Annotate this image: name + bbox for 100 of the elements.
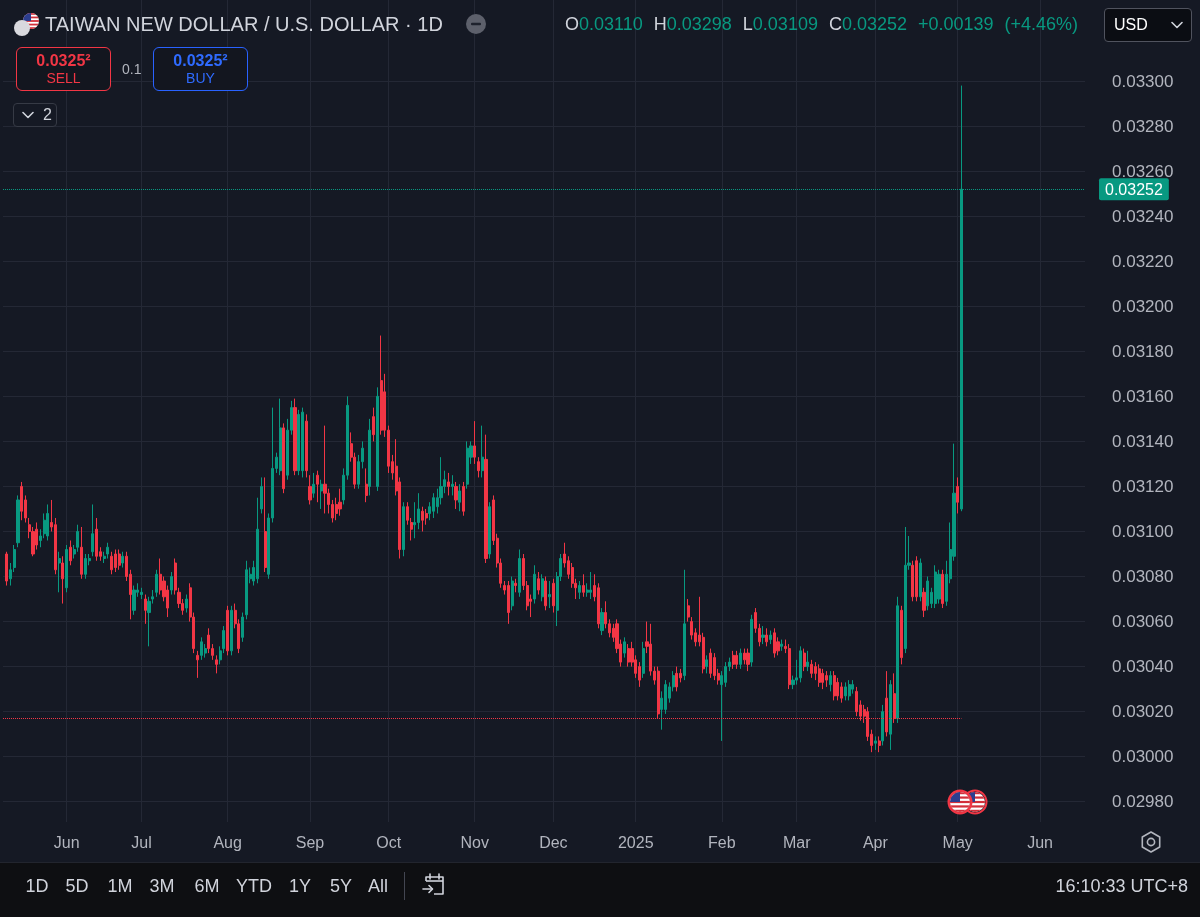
candlestick (761, 625, 765, 645)
candlestick (878, 735, 881, 753)
candlestick (380, 335, 383, 436)
y-tick-label: 0.03200 (1112, 296, 1174, 316)
x-tick-label: Oct (376, 833, 402, 851)
candlestick (537, 571, 540, 596)
candlestick (484, 434, 488, 564)
candlestick (544, 576, 547, 611)
candlestick (481, 425, 484, 478)
candlestick (20, 481, 23, 521)
y-tick-label: 0.03160 (1112, 386, 1174, 406)
candlestick (840, 681, 843, 704)
sell-button: 0.0325² SELL (16, 47, 111, 91)
candlestick (451, 474, 454, 496)
candlestick (421, 506, 424, 532)
candlestick (934, 564, 937, 609)
candlestick (533, 564, 536, 605)
candlestick (578, 580, 581, 600)
candlestick (675, 666, 678, 692)
candlestick (69, 539, 72, 566)
y-tick-label: 0.03060 (1112, 612, 1174, 632)
candlestick (91, 503, 94, 557)
candlestick (106, 542, 109, 560)
x-tick-label: Apr (862, 833, 889, 851)
candlestick (922, 587, 926, 618)
candlestick (769, 630, 772, 645)
candlestick (788, 643, 791, 690)
candlestick (705, 654, 708, 674)
candlestick (462, 481, 465, 517)
candlestick (365, 467, 368, 503)
candlestick (941, 569, 944, 609)
candlestick (80, 526, 83, 580)
candlestick (256, 497, 259, 584)
candlestick (799, 645, 802, 683)
candlestick (627, 643, 630, 668)
candlestick (466, 440, 469, 490)
candlestick (896, 596, 899, 724)
candlestick (320, 479, 323, 510)
candlestick (301, 407, 304, 478)
candlestick (735, 650, 738, 670)
candlestick (196, 650, 199, 679)
candlestick (541, 573, 544, 602)
y-tick-label: 0.02980 (1112, 792, 1174, 812)
candlestick (144, 594, 147, 625)
candlestick (368, 418, 371, 496)
candlestick (825, 670, 828, 688)
text: 6M (194, 876, 220, 896)
text: 16:10:33 UTC+8 (1055, 876, 1188, 896)
candlestick (132, 585, 136, 616)
candlestick (230, 605, 233, 656)
candlestick (170, 571, 173, 596)
x-tick-label: Dec (539, 833, 568, 851)
y-tick-label: 0.03260 (1112, 161, 1174, 181)
candlestick (739, 648, 742, 670)
candlestick (155, 569, 158, 598)
y-tick-label: 0.03040 (1112, 657, 1174, 677)
x-tick-label: Nov (460, 833, 489, 851)
annotation: 0.0325² (36, 52, 91, 70)
y-tick-label: 0.03120 (1112, 476, 1174, 496)
text: YTD (236, 876, 272, 896)
candlestick (305, 413, 308, 478)
candlestick (121, 551, 124, 569)
candlestick (488, 501, 491, 560)
candlestick (46, 503, 49, 541)
candlestick (118, 549, 121, 571)
candlestick (293, 398, 297, 476)
ref-line-label: 0.03252 (1105, 180, 1163, 198)
y-tick-label: 0.03280 (1112, 116, 1174, 136)
y-tick-label: 0.03180 (1112, 341, 1174, 361)
x-tick-label: Sep (295, 833, 325, 851)
candlestick (372, 407, 375, 442)
currency-dropdown: USD (1104, 8, 1192, 42)
candlestick (323, 425, 327, 514)
candlestick (709, 648, 712, 679)
candlestick (264, 476, 267, 573)
y-tick-label: 0.03140 (1112, 431, 1174, 451)
candlestick (810, 659, 813, 679)
candlestick (308, 474, 312, 505)
candlestick (818, 663, 821, 688)
x-tick-label: Jun (53, 833, 80, 851)
candlestick (589, 571, 592, 600)
x-tick-label: Feb (708, 833, 736, 851)
candlestick (518, 549, 521, 598)
candlestick (245, 560, 248, 620)
candlestick (447, 472, 450, 496)
x-tick-label: Jul (131, 833, 152, 851)
candlestick (458, 483, 461, 512)
candlestick (316, 470, 319, 503)
y-tick-label: 0.03300 (1112, 71, 1174, 91)
candlestick (900, 605, 903, 665)
text: O0.03110 H0.03298 L0.03109 C0.03252 +0.00139 (+4.46%) (565, 14, 1079, 34)
candlestick (848, 679, 851, 701)
y-tick-label: 0.03080 (1112, 567, 1174, 587)
candlestick (200, 636, 203, 661)
candlestick (84, 553, 87, 580)
candlestick (746, 648, 750, 672)
candlestick (926, 576, 929, 611)
text: 5D (65, 876, 89, 896)
annotation: SELL (46, 70, 81, 86)
candlestick (874, 735, 877, 751)
